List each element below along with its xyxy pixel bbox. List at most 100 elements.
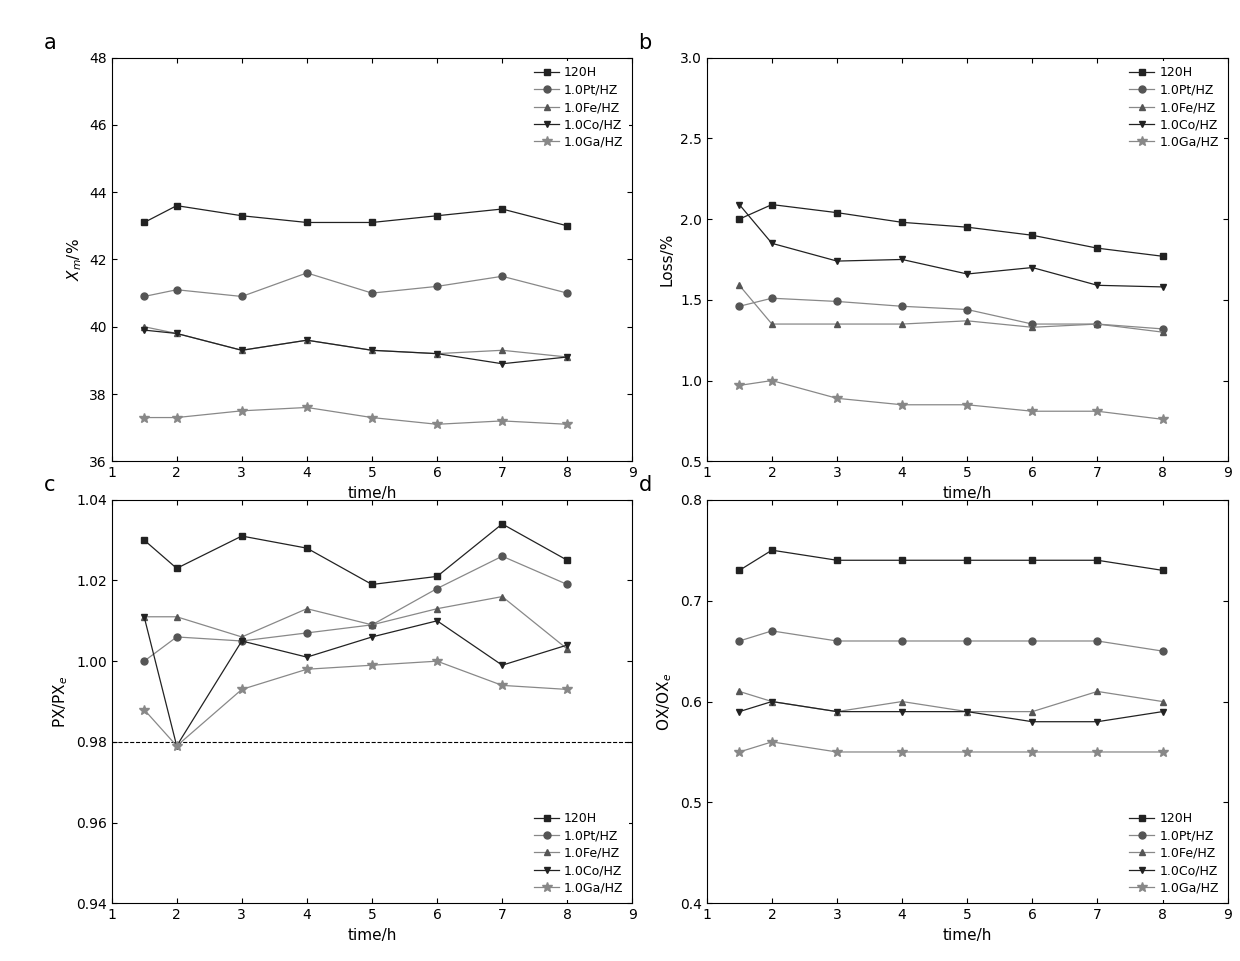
1.0Pt/HZ bbox=[169, 631, 184, 643]
Y-axis label: OX/OX$_e$: OX/OX$_e$ bbox=[656, 673, 675, 730]
1.0Co/HZ bbox=[732, 706, 746, 718]
1.0Fe/HZ bbox=[732, 686, 746, 698]
X-axis label: time/h: time/h bbox=[347, 927, 397, 943]
1.0Co/HZ bbox=[960, 268, 975, 280]
1.0Fe/HZ bbox=[169, 328, 184, 339]
Line: 1.0Ga/HZ: 1.0Ga/HZ bbox=[734, 376, 1167, 424]
Text: b: b bbox=[639, 33, 652, 53]
1.0Fe/HZ bbox=[960, 706, 975, 718]
120H bbox=[732, 565, 746, 577]
1.0Co/HZ bbox=[1024, 261, 1039, 273]
120H bbox=[1024, 554, 1039, 566]
1.0Co/HZ bbox=[234, 635, 249, 647]
120H bbox=[1156, 565, 1171, 577]
1.0Fe/HZ bbox=[1156, 696, 1171, 707]
1.0Ga/HZ bbox=[960, 399, 975, 410]
Line: 1.0Fe/HZ: 1.0Fe/HZ bbox=[735, 282, 1166, 335]
1.0Pt/HZ bbox=[1090, 318, 1105, 330]
1.0Ga/HZ bbox=[960, 747, 975, 758]
1.0Ga/HZ bbox=[764, 736, 779, 748]
1.0Pt/HZ bbox=[960, 635, 975, 647]
1.0Co/HZ bbox=[559, 351, 574, 362]
1.0Ga/HZ bbox=[1156, 747, 1171, 758]
1.0Ga/HZ bbox=[1090, 406, 1105, 417]
120H bbox=[830, 207, 844, 218]
120H bbox=[764, 199, 779, 210]
1.0Co/HZ bbox=[764, 696, 779, 707]
1.0Pt/HZ bbox=[1090, 635, 1105, 647]
1.0Pt/HZ bbox=[1156, 646, 1171, 657]
1.0Co/HZ bbox=[1090, 280, 1105, 291]
1.0Pt/HZ bbox=[136, 655, 151, 667]
1.0Co/HZ bbox=[830, 256, 844, 267]
120H bbox=[299, 216, 314, 228]
120H bbox=[960, 554, 975, 566]
1.0Co/HZ bbox=[169, 328, 184, 339]
1.0Co/HZ bbox=[169, 740, 184, 752]
120H bbox=[299, 542, 314, 554]
Line: 1.0Pt/HZ: 1.0Pt/HZ bbox=[735, 295, 1166, 333]
1.0Co/HZ bbox=[299, 334, 314, 346]
1.0Fe/HZ bbox=[495, 591, 510, 603]
120H bbox=[1090, 242, 1105, 254]
1.0Co/HZ bbox=[732, 199, 746, 210]
Line: 1.0Ga/HZ: 1.0Ga/HZ bbox=[139, 403, 572, 430]
1.0Pt/HZ bbox=[1024, 635, 1039, 647]
1.0Pt/HZ bbox=[299, 267, 314, 279]
Text: d: d bbox=[639, 475, 652, 495]
1.0Fe/HZ bbox=[365, 345, 379, 357]
1.0Pt/HZ bbox=[732, 301, 746, 312]
1.0Fe/HZ bbox=[830, 706, 844, 718]
1.0Ga/HZ bbox=[1024, 747, 1039, 758]
1.0Ga/HZ bbox=[495, 679, 510, 691]
1.0Co/HZ bbox=[1024, 716, 1039, 727]
120H bbox=[365, 216, 379, 228]
1.0Co/HZ bbox=[764, 237, 779, 249]
1.0Pt/HZ bbox=[365, 619, 379, 630]
1.0Pt/HZ bbox=[169, 283, 184, 295]
1.0Fe/HZ bbox=[299, 603, 314, 614]
Line: 120H: 120H bbox=[735, 201, 1166, 259]
1.0Fe/HZ bbox=[1024, 322, 1039, 333]
1.0Pt/HZ bbox=[495, 551, 510, 562]
1.0Fe/HZ bbox=[559, 643, 574, 654]
1.0Pt/HZ bbox=[429, 582, 444, 594]
1.0Pt/HZ bbox=[732, 635, 746, 647]
1.0Pt/HZ bbox=[429, 281, 444, 292]
1.0Ga/HZ bbox=[429, 655, 444, 667]
120H bbox=[1090, 554, 1105, 566]
1.0Co/HZ bbox=[830, 706, 844, 718]
1.0Ga/HZ bbox=[299, 402, 314, 413]
1.0Fe/HZ bbox=[559, 351, 574, 362]
1.0Pt/HZ bbox=[495, 271, 510, 283]
1.0Fe/HZ bbox=[495, 345, 510, 357]
120H bbox=[365, 579, 379, 590]
1.0Ga/HZ bbox=[830, 747, 844, 758]
1.0Fe/HZ bbox=[136, 611, 151, 623]
1.0Fe/HZ bbox=[169, 611, 184, 623]
1.0Fe/HZ bbox=[234, 345, 249, 357]
1.0Pt/HZ bbox=[894, 635, 909, 647]
1.0Fe/HZ bbox=[136, 321, 151, 333]
Line: 1.0Co/HZ: 1.0Co/HZ bbox=[735, 201, 1166, 290]
Line: 1.0Pt/HZ: 1.0Pt/HZ bbox=[140, 269, 570, 300]
Line: 1.0Co/HZ: 1.0Co/HZ bbox=[735, 698, 1166, 726]
1.0Co/HZ bbox=[894, 254, 909, 265]
120H bbox=[1156, 251, 1171, 262]
120H bbox=[559, 554, 574, 566]
1.0Ga/HZ bbox=[732, 380, 746, 391]
1.0Ga/HZ bbox=[234, 683, 249, 695]
1.0Pt/HZ bbox=[136, 291, 151, 303]
1.0Co/HZ bbox=[894, 706, 909, 718]
1.0Ga/HZ bbox=[894, 399, 909, 410]
1.0Fe/HZ bbox=[429, 348, 444, 359]
120H bbox=[169, 200, 184, 211]
Line: 120H: 120H bbox=[735, 547, 1166, 574]
1.0Fe/HZ bbox=[1024, 706, 1039, 718]
Line: 1.0Ga/HZ: 1.0Ga/HZ bbox=[734, 737, 1167, 757]
1.0Ga/HZ bbox=[732, 747, 746, 758]
1.0Ga/HZ bbox=[365, 412, 379, 424]
120H bbox=[732, 213, 746, 225]
1.0Fe/HZ bbox=[1090, 686, 1105, 698]
120H bbox=[429, 571, 444, 582]
